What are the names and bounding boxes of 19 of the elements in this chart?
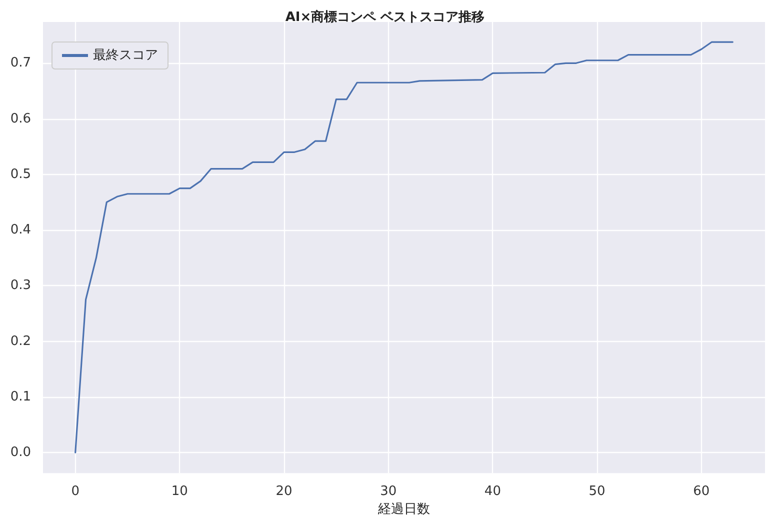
y-tick-label: 0.3 xyxy=(10,278,31,294)
x-tick-label: 40 xyxy=(484,484,501,500)
x-tick-label: 20 xyxy=(276,484,292,500)
y-tick-label: 0.2 xyxy=(10,334,31,349)
x-tick-label: 0 xyxy=(71,484,80,500)
y-tick-label: 0.4 xyxy=(10,222,31,238)
y-tick-label: 0.1 xyxy=(10,389,31,404)
x-tick-label: 50 xyxy=(588,484,606,500)
x-tick-label: 30 xyxy=(380,484,397,500)
y-tick-label: 0.0 xyxy=(10,445,31,460)
x-tick-label: 10 xyxy=(171,484,188,500)
chart-title: AI×商標コンペ ベストスコア推移 xyxy=(285,9,485,25)
y-tick-label: 0.5 xyxy=(10,166,31,182)
y-tick-label: 0.6 xyxy=(10,111,31,126)
x-tick-label: 60 xyxy=(693,484,710,500)
y-tick-label: 0.7 xyxy=(10,56,31,71)
line-series xyxy=(74,41,734,454)
legend-label: 最終スコア xyxy=(93,48,158,63)
x-axis-title: 経過日数 xyxy=(377,502,430,517)
